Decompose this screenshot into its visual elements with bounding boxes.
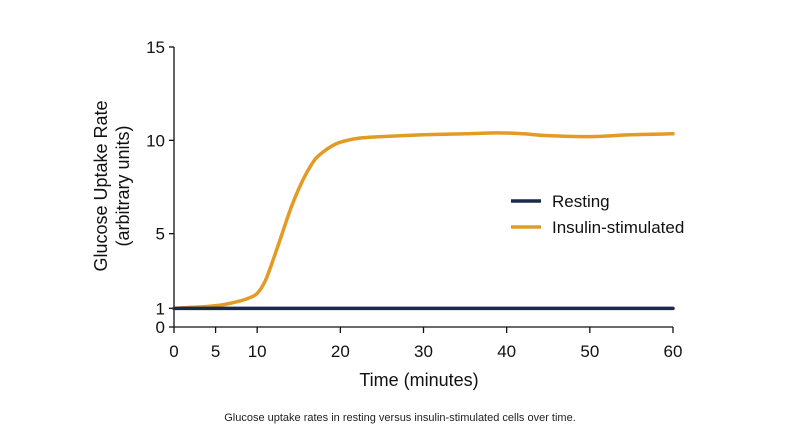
y-axis-title-line1: Glucose Uptake Rate (91, 100, 111, 271)
legend: Resting Insulin-stimulated (511, 192, 684, 237)
x-tick-label: 50 (580, 342, 599, 361)
x-tick-label: 5 (211, 342, 220, 361)
x-tick-label: 40 (497, 342, 516, 361)
x-tick-label: 60 (664, 342, 683, 361)
y-tick-label: 5 (156, 225, 165, 244)
x-tick-label: 10 (248, 342, 267, 361)
legend-label-resting: Resting (552, 192, 610, 211)
x-axis-title: Time (minutes) (359, 370, 478, 390)
series-layer (172, 131, 675, 311)
x-tick-label: 0 (169, 342, 178, 361)
y-tick-label: 1 (156, 299, 165, 318)
y-tick-label: 10 (146, 131, 165, 150)
y-tick-label: 15 (146, 38, 165, 57)
legend-label-insulin-stimulated: Insulin-stimulated (552, 218, 684, 237)
x-tick-label: 20 (331, 342, 350, 361)
y-axis-title-line2: (arbitrary units) (113, 125, 133, 246)
figure-caption: Glucose uptake rates in resting versus i… (224, 412, 576, 424)
series-line-insulin-stimulated (172, 131, 675, 311)
x-tick-label: 30 (414, 342, 433, 361)
y-tick-label: 0 (156, 318, 165, 337)
